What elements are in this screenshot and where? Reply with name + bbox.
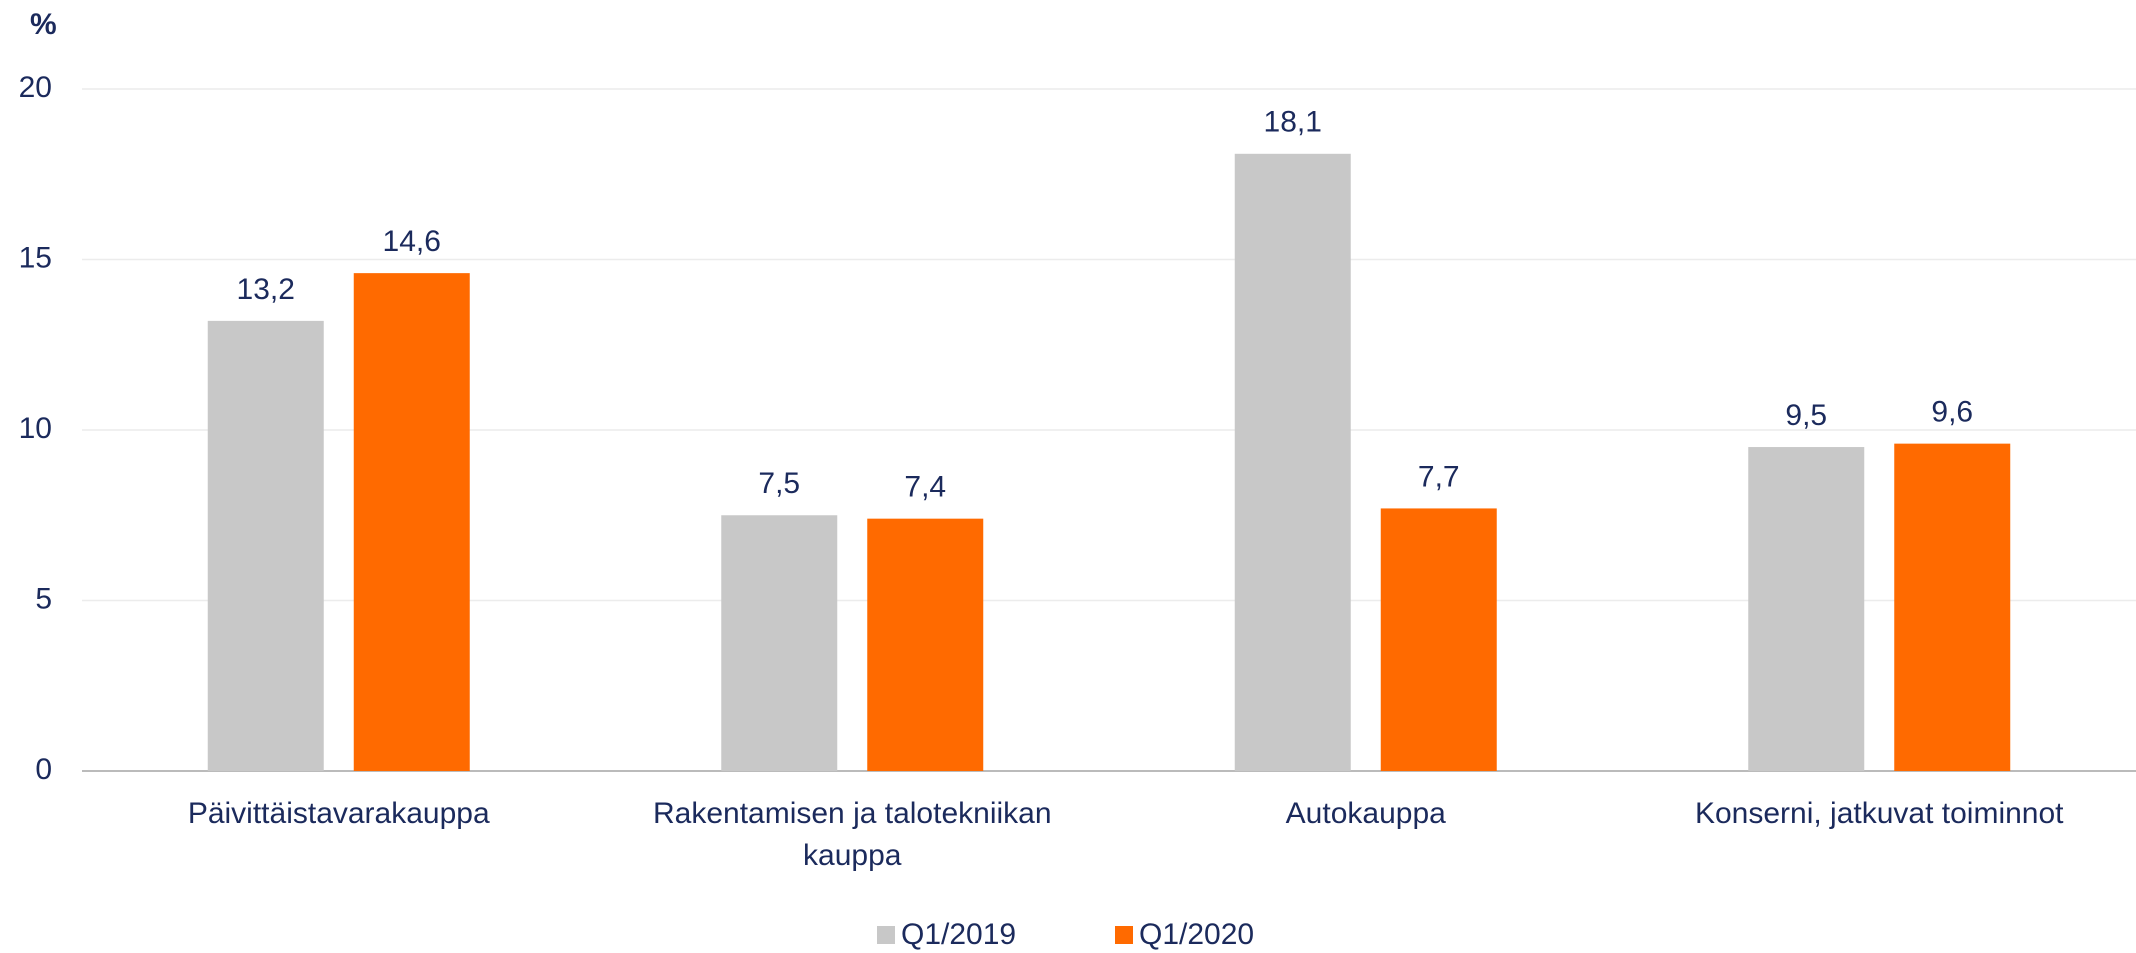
data-label: 7,7 [1418, 460, 1460, 493]
x-tick-label: Konserni, jatkuvat toiminnot [1694, 797, 2064, 830]
x-tick-label: Rakentamisen ja talotekniikan kauppa [652, 797, 1052, 872]
bar [1894, 443, 2011, 771]
y-tick-label: 20 [19, 71, 52, 104]
data-label: 14,6 [383, 225, 441, 258]
y-tick-label: 0 [35, 753, 52, 786]
y-tick-label: 15 [19, 241, 52, 274]
x-tick-label: Autokauppa [1285, 797, 1446, 830]
y-tick-label: 10 [19, 412, 52, 445]
data-label: 7,5 [758, 467, 800, 500]
y-axis-label: % [30, 8, 57, 41]
bar [353, 273, 470, 771]
legend-swatch [877, 926, 895, 944]
legend-item: Q1/2020 [1115, 918, 1254, 952]
bar [207, 320, 324, 771]
bar [721, 515, 838, 771]
data-label: 7,4 [904, 471, 946, 504]
legend-item: Q1/2019 [877, 918, 1016, 952]
data-label: 13,2 [237, 273, 295, 306]
legend-label: Q1/2019 [901, 918, 1017, 951]
x-tick-label: Päivittäistavarakauppa [187, 797, 490, 830]
data-label: 18,1 [1264, 106, 1322, 139]
legend-label: Q1/2020 [1139, 918, 1255, 951]
bar [1234, 153, 1351, 772]
data-label: 9,6 [1931, 396, 1973, 429]
y-tick-label: 5 [35, 582, 52, 615]
legend-swatch [1115, 926, 1133, 944]
bar [1748, 447, 1865, 771]
bar [867, 518, 984, 771]
data-label: 9,5 [1785, 399, 1827, 432]
bar [1380, 508, 1497, 771]
